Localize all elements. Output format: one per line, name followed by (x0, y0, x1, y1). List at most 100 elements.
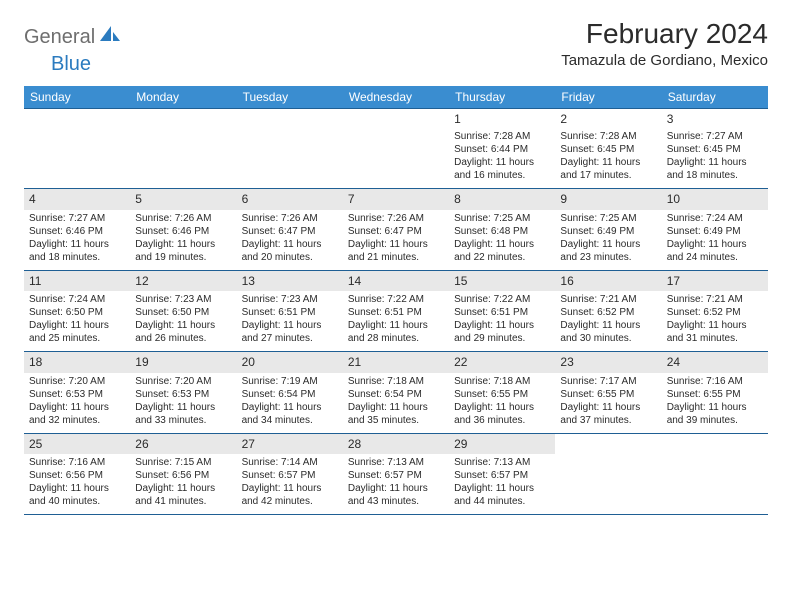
calendar-cell: 9Sunrise: 7:25 AMSunset: 6:49 PMDaylight… (555, 189, 661, 271)
calendar-cell: 18 Sunrise: 7:20 AMSunset: 6:53 PMDayligh… (24, 352, 130, 434)
calendar-cell (237, 109, 343, 189)
day-number: 27 (237, 434, 343, 455)
cell-line: Daylight: 11 hours (560, 401, 656, 414)
calendar-cell (343, 109, 449, 189)
day-number: 1 (454, 112, 550, 128)
cell-line: and 41 minutes. (135, 495, 231, 508)
calendar-cell: 19Sunrise: 7:20 AMSunset: 6:53 PMDayligh… (130, 352, 236, 434)
cell-line: Daylight: 11 hours (29, 238, 125, 251)
cell-line: Sunset: 6:47 PM (242, 225, 338, 238)
cell-line: and 26 minutes. (135, 332, 231, 345)
calendar-cell: 12Sunrise: 7:23 AMSunset: 6:50 PMDayligh… (130, 270, 236, 352)
cell-line: Sunrise: 7:18 AM (348, 375, 444, 388)
day-number: 18 (24, 352, 130, 373)
cell-line: Daylight: 11 hours (560, 238, 656, 251)
page: General February 2024 Tamazula de Gordia… (0, 0, 792, 533)
cell-line: Daylight: 11 hours (135, 319, 231, 332)
calendar-cell: 7Sunrise: 7:26 AMSunset: 6:47 PMDaylight… (343, 189, 449, 271)
cell-line: Sunset: 6:52 PM (560, 306, 656, 319)
cell-line: Sunrise: 7:28 AM (560, 130, 656, 143)
calendar-cell (24, 109, 130, 189)
cell-line: Sunset: 6:52 PM (667, 306, 763, 319)
calendar-cell: 22Sunrise: 7:18 AMSunset: 6:55 PMDayligh… (449, 352, 555, 434)
day-number: 15 (449, 271, 555, 292)
day-number: 16 (555, 271, 661, 292)
cell-line: Daylight: 11 hours (667, 156, 763, 169)
cell-line: Sunrise: 7:17 AM (560, 375, 656, 388)
cell-line: Sunrise: 7:27 AM (667, 130, 763, 143)
cell-line: and 25 minutes. (29, 332, 125, 345)
title-block: February 2024 Tamazula de Gordiano, Mexi… (561, 18, 768, 69)
calendar-cell: 13Sunrise: 7:23 AMSunset: 6:51 PMDayligh… (237, 270, 343, 352)
logo: General (24, 18, 122, 49)
cell-line: and 31 minutes. (667, 332, 763, 345)
calendar-cell: 14Sunrise: 7:22 AMSunset: 6:51 PMDayligh… (343, 270, 449, 352)
cell-line: and 18 minutes. (667, 169, 763, 182)
calendar-body: 1Sunrise: 7:28 AMSunset: 6:44 PMDaylight… (24, 109, 768, 515)
cell-line: Daylight: 11 hours (242, 482, 338, 495)
cell-line: Sunrise: 7:24 AM (29, 293, 125, 306)
cell-line: and 17 minutes. (560, 169, 656, 182)
calendar-cell (555, 433, 661, 515)
cell-line: and 39 minutes. (667, 414, 763, 427)
weekday-header: Sunday (24, 86, 130, 109)
cell-line: Sunset: 6:53 PM (135, 388, 231, 401)
cell-line: Sunset: 6:53 PM (29, 388, 125, 401)
calendar-cell: 3 Sunrise: 7:27 AMSunset: 6:45 PMDaylight… (662, 109, 768, 189)
cell-line: Sunset: 6:46 PM (29, 225, 125, 238)
calendar-head: SundayMondayTuesdayWednesdayThursdayFrid… (24, 86, 768, 109)
cell-line: Sunrise: 7:22 AM (454, 293, 550, 306)
cell-line: Daylight: 11 hours (242, 319, 338, 332)
cell-line: and 23 minutes. (560, 251, 656, 264)
day-number: 2 (560, 112, 656, 128)
day-number: 5 (130, 189, 236, 210)
cell-line: and 42 minutes. (242, 495, 338, 508)
cell-line: Sunset: 6:45 PM (667, 143, 763, 156)
cell-line: Sunset: 6:56 PM (29, 469, 125, 482)
day-number: 17 (662, 271, 768, 292)
cell-line: Daylight: 11 hours (454, 482, 550, 495)
cell-line: Sunset: 6:57 PM (242, 469, 338, 482)
day-number: 7 (343, 189, 449, 210)
cell-line: Sunrise: 7:27 AM (29, 212, 125, 225)
weekday-header: Saturday (662, 86, 768, 109)
cell-line: Daylight: 11 hours (560, 156, 656, 169)
calendar-cell: 23Sunrise: 7:17 AMSunset: 6:55 PMDayligh… (555, 352, 661, 434)
cell-line: Daylight: 11 hours (29, 401, 125, 414)
cell-line: Daylight: 11 hours (348, 319, 444, 332)
calendar-row: 1Sunrise: 7:28 AMSunset: 6:44 PMDaylight… (24, 109, 768, 189)
day-number: 28 (343, 434, 449, 455)
cell-line: Daylight: 11 hours (348, 238, 444, 251)
cell-line: Daylight: 11 hours (667, 319, 763, 332)
cell-line: Sunrise: 7:21 AM (667, 293, 763, 306)
day-number: 29 (449, 434, 555, 455)
cell-line: Sunset: 6:55 PM (667, 388, 763, 401)
cell-line: Sunrise: 7:18 AM (454, 375, 550, 388)
cell-line: Daylight: 11 hours (135, 401, 231, 414)
cell-line: Daylight: 11 hours (348, 401, 444, 414)
logo-sail-icon (100, 26, 120, 49)
cell-line: and 37 minutes. (560, 414, 656, 427)
cell-line: and 24 minutes. (667, 251, 763, 264)
calendar-row: 4Sunrise: 7:27 AMSunset: 6:46 PMDaylight… (24, 189, 768, 271)
cell-line: Daylight: 11 hours (348, 482, 444, 495)
cell-line: Sunset: 6:54 PM (242, 388, 338, 401)
cell-line: and 32 minutes. (29, 414, 125, 427)
day-number: 13 (237, 271, 343, 292)
calendar-cell: 1Sunrise: 7:28 AMSunset: 6:44 PMDaylight… (449, 109, 555, 189)
day-number: 11 (24, 271, 130, 292)
day-number: 3 (667, 112, 763, 128)
cell-line: Sunrise: 7:23 AM (242, 293, 338, 306)
calendar-cell: 24Sunrise: 7:16 AMSunset: 6:55 PMDayligh… (662, 352, 768, 434)
cell-line: Sunrise: 7:26 AM (135, 212, 231, 225)
cell-line: Daylight: 11 hours (242, 401, 338, 414)
calendar-row: 18Sunrise: 7:20 AMSunset: 6:53 PMDayligh… (24, 352, 768, 434)
cell-line: and 36 minutes. (454, 414, 550, 427)
calendar-cell: 20Sunrise: 7:19 AMSunset: 6:54 PMDayligh… (237, 352, 343, 434)
calendar-cell: 6Sunrise: 7:26 AMSunset: 6:47 PMDaylight… (237, 189, 343, 271)
cell-line: Sunset: 6:57 PM (454, 469, 550, 482)
cell-line: Sunrise: 7:20 AM (29, 375, 125, 388)
cell-line: Sunrise: 7:16 AM (667, 375, 763, 388)
calendar-cell: 27Sunrise: 7:14 AMSunset: 6:57 PMDayligh… (237, 433, 343, 515)
calendar-cell (662, 433, 768, 515)
